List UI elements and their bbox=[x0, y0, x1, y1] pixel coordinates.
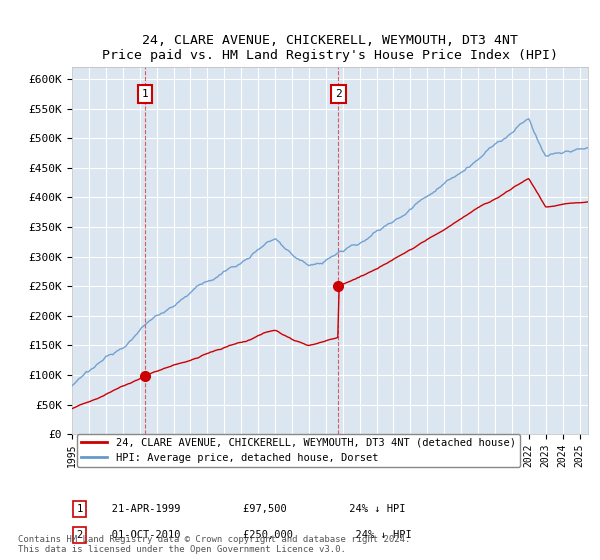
Text: 1: 1 bbox=[77, 503, 83, 514]
Text: 01-OCT-2010          £250,000          24% ↓ HPI: 01-OCT-2010 £250,000 24% ↓ HPI bbox=[92, 530, 412, 540]
Text: Contains HM Land Registry data © Crown copyright and database right 2024.
This d: Contains HM Land Registry data © Crown c… bbox=[18, 535, 410, 554]
Text: 2: 2 bbox=[335, 89, 342, 99]
Title: 24, CLARE AVENUE, CHICKERELL, WEYMOUTH, DT3 4NT
Price paid vs. HM Land Registry': 24, CLARE AVENUE, CHICKERELL, WEYMOUTH, … bbox=[102, 34, 558, 62]
Legend: 24, CLARE AVENUE, CHICKERELL, WEYMOUTH, DT3 4NT (detached house), HPI: Average p: 24, CLARE AVENUE, CHICKERELL, WEYMOUTH, … bbox=[77, 433, 520, 467]
Text: 1: 1 bbox=[142, 89, 148, 99]
Text: 2: 2 bbox=[77, 530, 83, 540]
Text: 21-APR-1999          £97,500          24% ↓ HPI: 21-APR-1999 £97,500 24% ↓ HPI bbox=[92, 503, 405, 514]
